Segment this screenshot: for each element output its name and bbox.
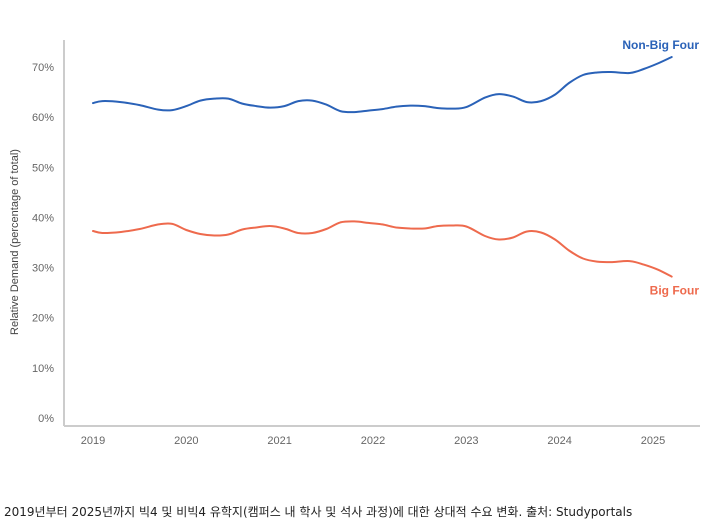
figure-caption: 2019년부터 2025년까지 빅4 및 비빅4 유학지(캠퍼스 내 학사 및 … <box>4 505 633 519</box>
y-tick-label: 40% <box>32 212 54 224</box>
x-tick-label: 2021 <box>267 435 291 447</box>
y-tick-label: 20% <box>32 313 54 325</box>
y-tick-label: 30% <box>32 263 54 275</box>
y-tick-label: 70% <box>32 62 54 74</box>
line-chart: Relative Demand (percentage of total) 0%… <box>9 38 700 447</box>
series-label-non-big-four: Non-Big Four <box>622 38 699 52</box>
y-tick-labels: 0% 10% 20% 30% 40% 50% 60% 70% <box>32 62 54 425</box>
y-tick-label: 50% <box>32 162 54 174</box>
y-axis-label: Relative Demand (percentage of total) <box>9 149 21 335</box>
x-tick-label: 2020 <box>174 435 198 447</box>
x-tick-label: 2024 <box>547 435 571 447</box>
x-tick-labels: 2019 2020 2021 2022 2023 2024 2025 <box>81 435 665 447</box>
y-tick-label: 0% <box>38 413 54 425</box>
x-tick-label: 2025 <box>641 435 665 447</box>
series-line-big-four <box>92 220 673 278</box>
series-lines <box>92 56 673 278</box>
series-label-big-four: Big Four <box>650 284 700 298</box>
y-tick-label: 10% <box>32 363 54 375</box>
series-line-non-big-four <box>92 56 673 114</box>
chart-axes: Relative Demand (percentage of total) <box>9 40 700 427</box>
x-tick-label: 2019 <box>81 435 105 447</box>
y-tick-label: 60% <box>32 112 54 124</box>
x-tick-label: 2023 <box>454 435 478 447</box>
x-tick-label: 2022 <box>361 435 385 447</box>
series-labels: Non-Big Four Big Four <box>622 38 699 298</box>
